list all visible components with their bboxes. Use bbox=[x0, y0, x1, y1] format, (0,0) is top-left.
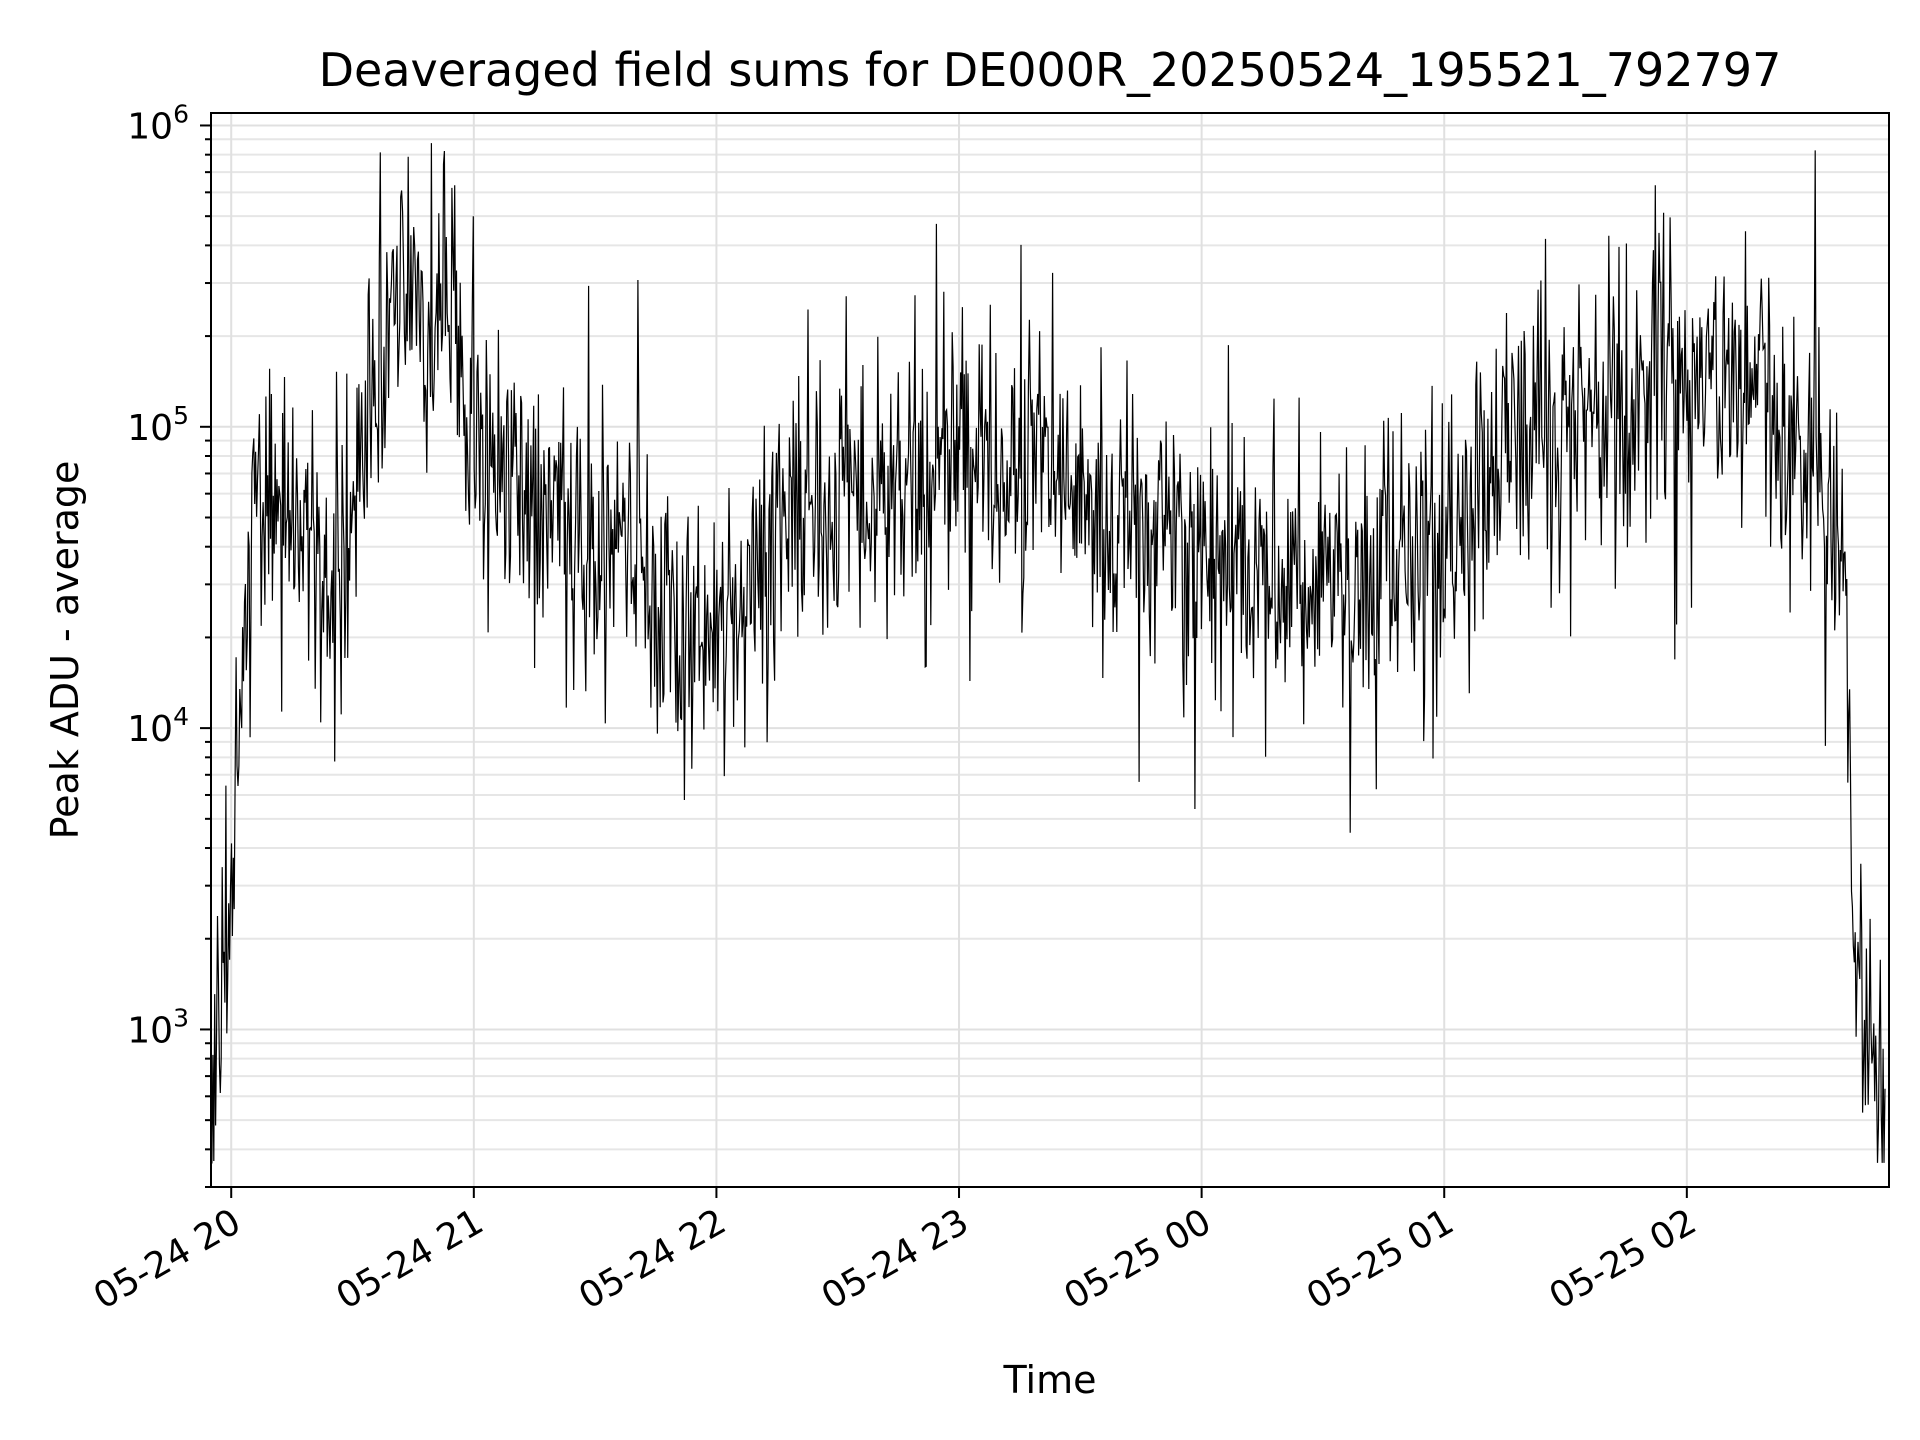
x-tick-label: 05-24 20 bbox=[87, 1201, 248, 1317]
x-tick-label: 05-24 22 bbox=[572, 1201, 733, 1317]
series-line-0 bbox=[211, 143, 1886, 1164]
plot-frame bbox=[210, 112, 1890, 1188]
chart-title: Deaveraged field sums for DE000R_2025052… bbox=[319, 43, 1782, 97]
y-tick-label: 105 bbox=[127, 401, 189, 449]
x-tick-label: 05-25 01 bbox=[1300, 1201, 1461, 1317]
x-tick-label: 05-24 23 bbox=[815, 1201, 976, 1317]
y-tick-label: 106 bbox=[127, 99, 189, 147]
grid bbox=[211, 113, 1889, 1188]
x-axis-label: Time bbox=[1003, 1358, 1097, 1402]
x-tick-label: 05-25 02 bbox=[1543, 1201, 1704, 1317]
y-axis-label: Peak ADU - average bbox=[43, 461, 87, 840]
y-tick-label: 103 bbox=[127, 1003, 189, 1051]
x-tick-label: 05-24 21 bbox=[330, 1201, 491, 1317]
y-tick-label: 104 bbox=[127, 702, 189, 750]
x-tick-label: 05-25 00 bbox=[1057, 1201, 1218, 1317]
series-line-layer bbox=[211, 143, 1886, 1164]
